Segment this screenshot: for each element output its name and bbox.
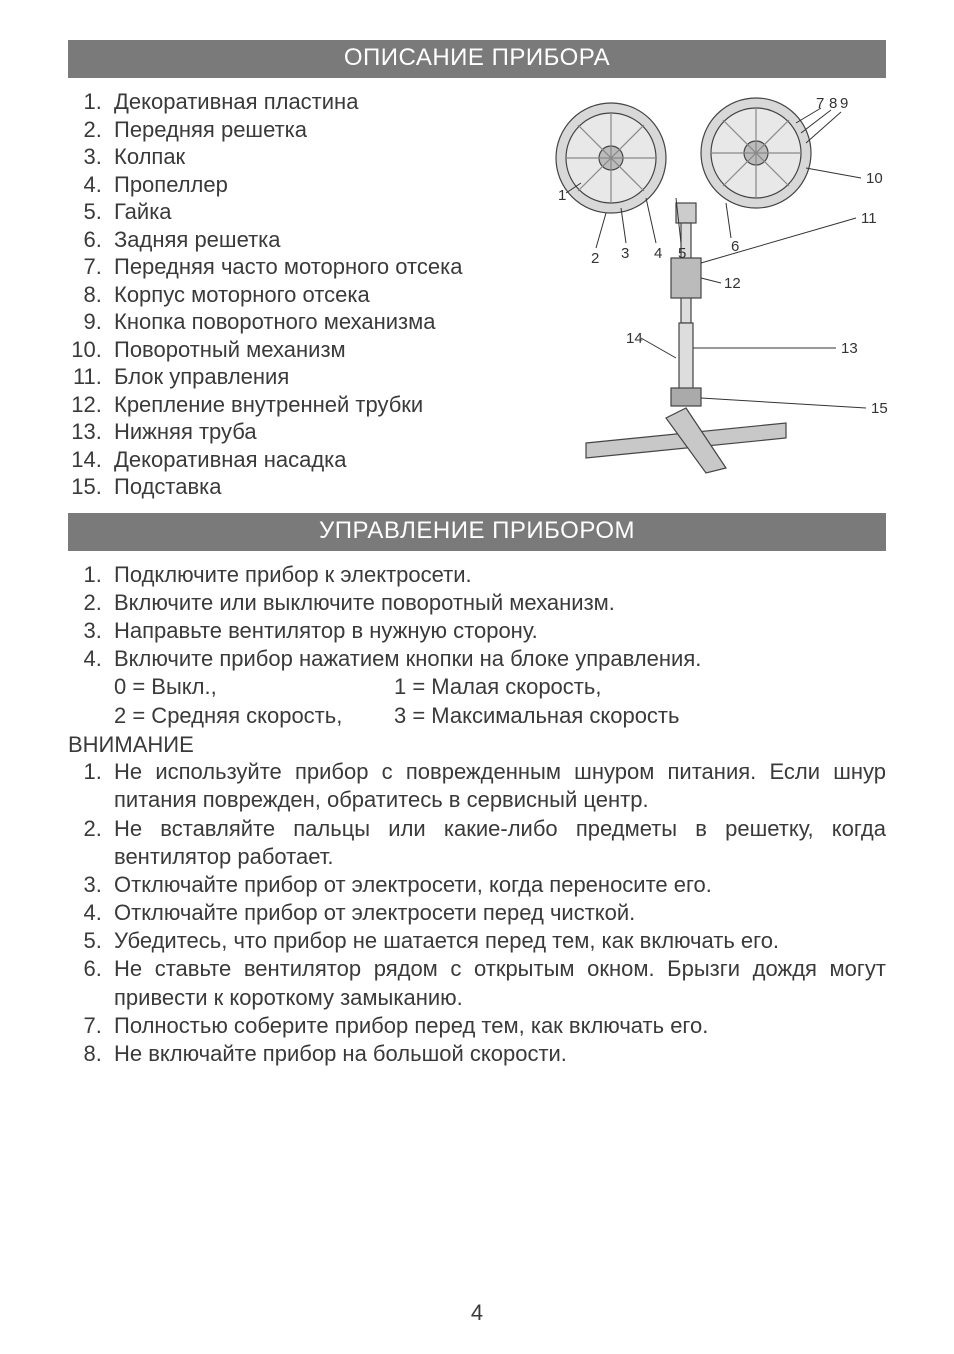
speed-table: 0 = Выкл., 1 = Малая скорость, 2 = Средн… (114, 673, 886, 730)
list-item: Отключайте прибор от электросети перед ч… (108, 899, 886, 927)
list-item: Не вставляйте пальцы или какие-либо пред… (108, 815, 886, 871)
list-item: Включите прибор нажатием кнопки на блоке… (108, 645, 886, 673)
list-item: Направьте вентилятор в нужную сторону. (108, 617, 886, 645)
callout-label: 1 (558, 187, 566, 204)
callout-label: 11 (861, 210, 877, 227)
section-header-description: ОПИСАНИЕ ПРИБОРА (68, 40, 886, 78)
section-header-operation: УПРАВЛЕНИЕ ПРИБОРОМ (68, 513, 886, 551)
callout-label: 10 (866, 170, 883, 187)
callout-label: 8 (829, 95, 837, 112)
callout-label: 12 (724, 275, 741, 292)
list-item: Не используйте прибор с поврежденным шну… (108, 758, 886, 814)
callout-label: 13 (841, 340, 858, 357)
page-number: 4 (0, 1300, 954, 1326)
list-item: Полностью соберите прибор перед тем, как… (108, 1012, 886, 1040)
fan-diagram: 1 2 3 4 5 6 7 8 9 10 11 12 13 14 15 (526, 88, 906, 488)
speed-cell: 1 = Малая скорость, (394, 673, 886, 702)
operation-steps: Подключите прибор к электросети. Включит… (68, 561, 886, 674)
list-item: Не ставьте вентилятор рядом с открытым о… (108, 955, 886, 1011)
callout-label: 4 (654, 245, 662, 262)
callout-label: 2 (591, 250, 599, 267)
page: ОПИСАНИЕ ПРИБОРА Декоративная пластина П… (0, 0, 954, 1354)
speed-cell: 0 = Выкл., (114, 673, 394, 702)
list-item: Подключите прибор к электросети. (108, 561, 886, 589)
callout-label: 9 (840, 95, 848, 112)
list-item: Убедитесь, что прибор не шатается перед … (108, 927, 886, 955)
parts-wrap: Декоративная пластина Передняя решетка К… (68, 88, 886, 501)
callout-label: 6 (731, 238, 739, 255)
attention-label: ВНИМАНИЕ (68, 732, 886, 758)
list-item: Включите или выключите поворотный механи… (108, 589, 886, 617)
list-item: Отключайте прибор от электросети, когда … (108, 871, 886, 899)
list-item: Не включайте прибор на большой скорости. (108, 1040, 886, 1068)
callout-label: 7 (816, 95, 824, 112)
speed-cell: 3 = Максимальная скорость (394, 702, 886, 731)
speed-cell: 2 = Средняя скорость, (114, 702, 394, 731)
callout-label: 15 (871, 400, 888, 417)
callout-label: 3 (621, 245, 629, 262)
callout-label: 14 (626, 330, 643, 347)
callout-label: 5 (678, 245, 686, 262)
warnings-list: Не используйте прибор с поврежденным шну… (68, 758, 886, 1068)
